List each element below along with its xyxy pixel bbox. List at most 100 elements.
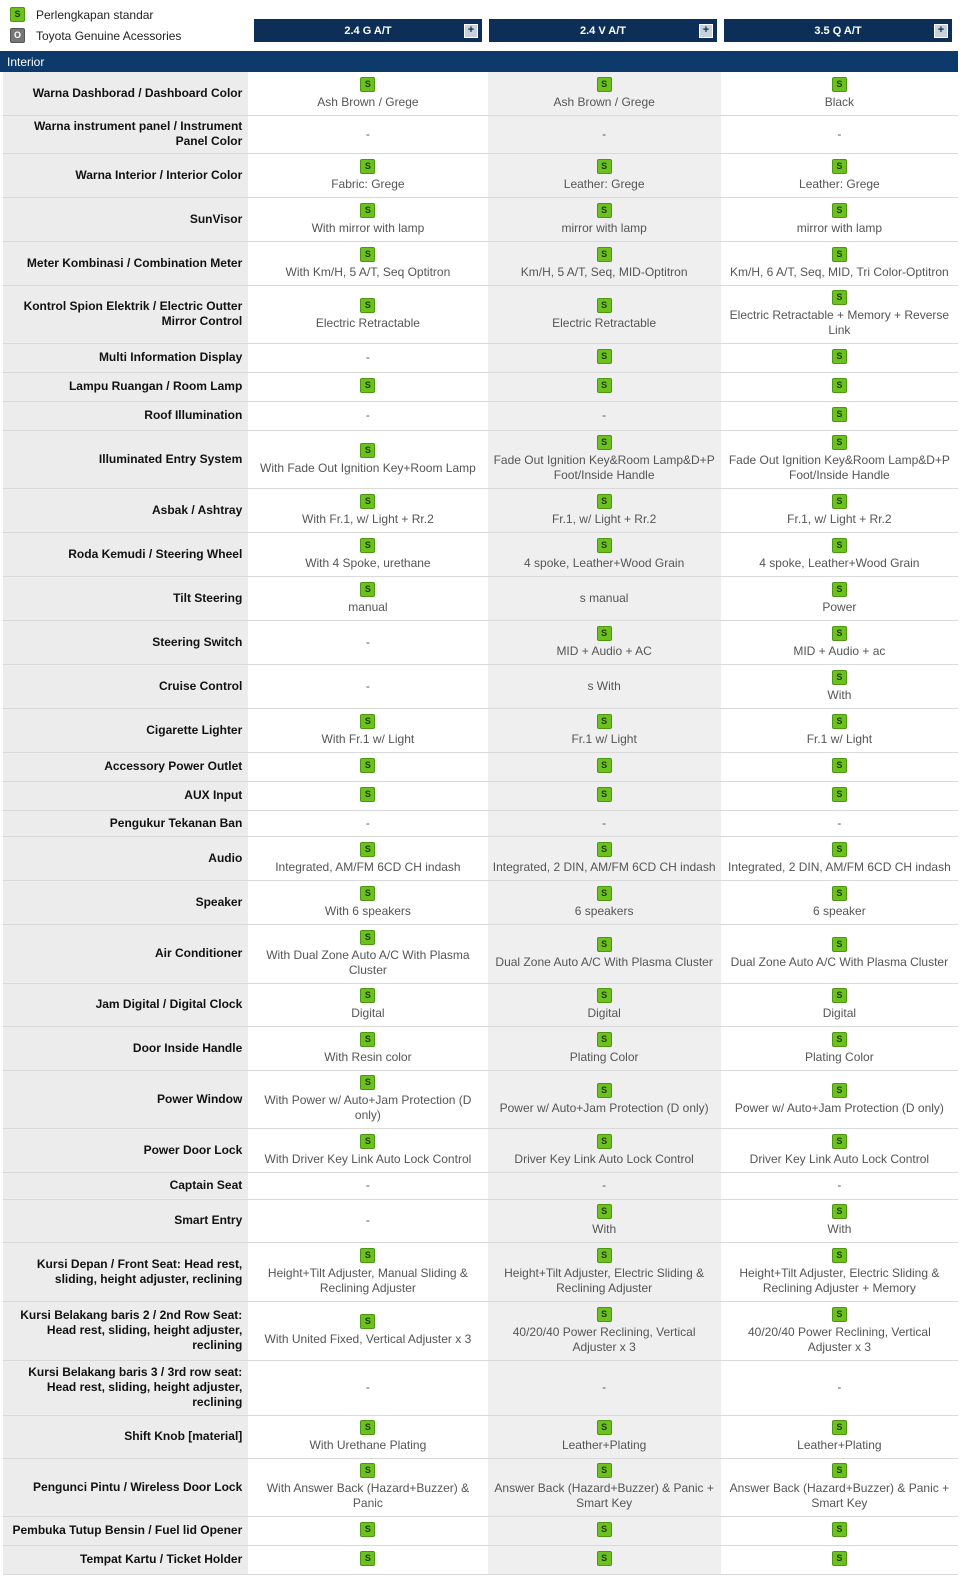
spec-cell: S <box>248 1516 488 1546</box>
spec-value: - <box>602 815 607 830</box>
standard-badge-icon: S <box>596 841 612 857</box>
spec-value: Power <box>822 599 857 614</box>
spec-value: With 6 speakers <box>324 903 411 918</box>
spec-value: Integrated, 2 DIN, AM/FM 6CD CH indash <box>492 859 716 874</box>
spec-value: Fr.1 w/ Light <box>571 731 637 746</box>
spec-value: mirror with lamp <box>796 220 883 235</box>
table-row: AUX Input S S S <box>3 781 958 811</box>
spec-cell: - <box>248 401 488 431</box>
spec-cell: S 4 spoke, Leather+Wood Grain <box>720 532 958 577</box>
spec-cell: S Ash Brown / Grege <box>248 72 488 116</box>
spec-value: Plating Color <box>805 1049 874 1064</box>
legend-accessory: O Toyota Genuine Acessories <box>10 25 181 46</box>
standard-badge-icon: S <box>831 1521 847 1537</box>
standard-badge-icon: S <box>360 841 376 857</box>
spec-cell: S <box>248 1545 488 1575</box>
standard-badge-icon: S <box>360 1420 376 1435</box>
spec-value: - <box>365 634 370 649</box>
feature-label: Pembuka Tutup Bensin / Fuel lid Opener <box>3 1516 249 1546</box>
feature-label: Door Inside Handle <box>3 1026 249 1071</box>
spec-cell: S With 4 Spoke, urethane <box>248 532 488 577</box>
table-row: Warna instrument panel / Instrument Pane… <box>3 115 958 154</box>
standard-badge-icon: S <box>596 1247 612 1263</box>
legend-accessory-label: Toyota Genuine Acessories <box>36 28 182 43</box>
section-title: Interior <box>7 54 45 69</box>
feature-label: Smart Entry <box>3 1199 249 1243</box>
spec-cell: S <box>720 372 958 402</box>
spec-cell: S With Km/H, 5 A/T, Seq Optitron <box>248 241 488 286</box>
spec-cell: S Integrated, AM/FM 6CD CH indash <box>248 836 488 881</box>
spec-cell: S Plating Color <box>720 1026 958 1071</box>
spec-cell: S Fr.1 w/ Light <box>487 708 721 753</box>
spec-cell: S Answer Back (Hazard+Buzzer) & Panic + S… <box>487 1458 721 1517</box>
expand-icon[interactable]: + <box>934 24 948 38</box>
feature-label: Speaker <box>3 880 249 925</box>
standard-badge-icon: S <box>360 929 376 945</box>
spec-value: Driver Key Link Auto Lock Control <box>749 1151 930 1166</box>
spec-value: Fr.1, w/ Light + Rr.2 <box>551 511 657 526</box>
feature-label: Warna Interior / Interior Color <box>3 153 249 198</box>
spec-cell: S Electric Retractable <box>248 285 488 344</box>
spec-cell: s With <box>487 664 721 709</box>
spec-cell: S Answer Back (Hazard+Buzzer) & Panic + S… <box>720 1458 958 1517</box>
spec-cell: S With United Fixed, Vertical Adjuster x … <box>248 1301 488 1361</box>
standard-badge-icon: S <box>596 937 612 952</box>
feature-label: Audio <box>3 836 249 881</box>
spec-cell: S Digital <box>248 983 488 1027</box>
table-row: Door Inside Handle S With Resin color S Plat… <box>3 1026 958 1071</box>
feature-label: Lampu Ruangan / Room Lamp <box>3 372 249 402</box>
spec-cell: - <box>487 115 721 154</box>
spec-value: Leather+Plating <box>797 1438 882 1452</box>
feature-label: Shift Knob [material] <box>3 1415 249 1459</box>
spec-cell: S With 6 speakers <box>248 880 488 925</box>
standard-badge-icon: S <box>360 1314 376 1329</box>
spec-cell: S With Fr.1 w/ Light <box>248 708 488 753</box>
table-row: Pengunci Pintu / Wireless Door Lock S With… <box>3 1458 958 1517</box>
table-row: Steering Switch - S MID + Audio + AC S MID + … <box>3 620 958 665</box>
table-row: Pengukur Tekanan Ban - - - <box>3 810 958 837</box>
spec-cell: - <box>248 664 488 709</box>
spec-value: s manual <box>579 590 629 605</box>
spec-value: 40/20/40 Power Reclining, Vertical Adjus… <box>512 1324 696 1354</box>
spec-cell: S <box>720 343 958 373</box>
spec-cell: S <box>248 781 488 811</box>
spec-cell: S Fr.1 w/ Light <box>720 708 958 753</box>
spec-cell: S 40/20/40 Power Reclining, Vertical Adju… <box>487 1301 721 1361</box>
spec-value: mirror with lamp <box>561 220 647 235</box>
spec-cell: S Power w/ Auto+Jam Protection (D only) <box>487 1070 721 1129</box>
spec-value: 6 speakers <box>574 903 634 918</box>
spec-value: With Fr.1, w/ Light + Rr.2 <box>302 511 434 526</box>
standard-badge-icon: S <box>360 246 376 262</box>
spec-cell: S 6 speaker <box>720 880 958 925</box>
spec-value: 6 speaker <box>813 903 866 918</box>
feature-label: Captain Seat <box>3 1172 249 1200</box>
spec-value: Digital <box>587 1006 621 1020</box>
section-header-interior[interactable]: Interior <box>0 51 958 72</box>
spec-cell: - <box>720 1172 958 1200</box>
feature-label: Air Conditioner <box>3 924 249 984</box>
spec-cell: S Integrated, 2 DIN, AM/FM 6CD CH indash <box>487 836 721 881</box>
spec-cell: S Fabric: Grege <box>248 153 488 198</box>
expand-icon[interactable]: + <box>464 24 478 38</box>
spec-cell: S <box>720 401 958 431</box>
table-row: Kursi Belakang baris 2 / 2nd Row Seat: H… <box>3 1301 958 1361</box>
spec-cell: S <box>720 781 958 811</box>
standard-badge-icon: S <box>831 537 847 553</box>
spec-value: Fade Out Ignition Key&Room Lamp&D+P Foot… <box>728 453 950 482</box>
standard-badge-icon: S <box>596 625 612 641</box>
standard-badge-icon: S <box>596 158 612 174</box>
standard-badge-icon: S <box>831 1204 847 1219</box>
spec-cell: S Leather: Grege <box>487 153 721 198</box>
standard-badge-icon: S <box>596 1550 612 1566</box>
feature-label: AUX Input <box>3 781 249 811</box>
standard-badge-icon: S <box>831 76 847 92</box>
spec-value: With Km/H, 5 A/T, Seq Optitron <box>285 264 451 279</box>
spec-cell: S 40/20/40 Power Reclining, Vertical Adju… <box>720 1301 958 1361</box>
table-row: Captain Seat - - - <box>3 1172 958 1200</box>
expand-icon[interactable]: + <box>699 24 713 38</box>
standard-badge-icon: S <box>831 1247 847 1263</box>
spec-value: With <box>827 1222 852 1236</box>
table-row: Cruise Control - s With S With <box>3 664 958 709</box>
